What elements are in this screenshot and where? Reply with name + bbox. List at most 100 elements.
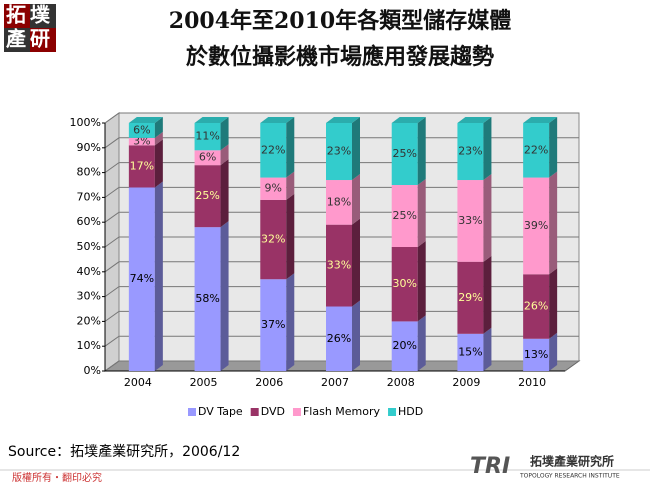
bar-segment <box>326 306 352 371</box>
logo-box <box>4 4 30 28</box>
bar-segment <box>523 274 550 339</box>
bar-side <box>417 315 426 371</box>
y-tick-label: 20% <box>77 314 101 327</box>
logo-text: 產研 <box>6 27 54 51</box>
y-tick-label: 30% <box>77 290 101 303</box>
bar-segment <box>260 123 287 178</box>
bar-side <box>286 273 295 371</box>
value-label: 23% <box>458 145 482 158</box>
y-tick-label: 100% <box>70 116 101 129</box>
bar-side <box>286 193 295 280</box>
bar-segment <box>523 177 550 275</box>
title: 於數位攝影機市場應用發展趨勢 <box>186 44 494 70</box>
y-tick-label: 60% <box>77 215 101 228</box>
value-label: 23% <box>327 145 351 158</box>
grid-line <box>104 112 579 124</box>
y-tick-label: 50% <box>77 240 101 253</box>
bar-top <box>523 117 558 123</box>
bar-side <box>549 268 558 339</box>
legend-label: HDD <box>398 405 423 418</box>
value-label: 29% <box>458 291 482 304</box>
bar-side <box>154 131 163 146</box>
bar-segment <box>194 150 221 166</box>
value-label: 33% <box>458 214 482 227</box>
bar-side <box>352 174 360 225</box>
bar-segment <box>391 123 418 185</box>
bar-side <box>549 171 558 275</box>
legend-label: DV Tape <box>198 405 243 418</box>
bar-side <box>417 241 426 322</box>
x-tick-label: 2010 <box>518 376 546 389</box>
bar-segment <box>326 224 352 307</box>
bar-side <box>286 171 295 200</box>
bar-segment <box>194 123 221 151</box>
bar-side <box>352 300 360 371</box>
bar-side <box>549 117 558 178</box>
bar-side <box>220 144 229 166</box>
legend-swatch <box>388 408 397 416</box>
x-tick-label: 2005 <box>190 376 218 389</box>
legend-label: DVD <box>261 405 285 418</box>
bar-side <box>154 181 163 371</box>
value-label: 15% <box>458 345 482 358</box>
bar-top <box>457 117 492 123</box>
bar-segment <box>194 165 221 228</box>
value-label: 11% <box>195 130 219 143</box>
logo-box <box>30 4 56 28</box>
bar-segment <box>391 247 418 322</box>
bar-top <box>326 117 360 123</box>
y-tick-label: 10% <box>77 339 101 352</box>
copyright: 版權所有・翻印必究 <box>12 471 102 484</box>
bar-segment <box>260 177 287 200</box>
value-label: 25% <box>392 209 416 222</box>
x-tick-label: 2008 <box>387 376 415 389</box>
value-label: 22% <box>524 143 548 156</box>
bar-segment <box>523 338 550 371</box>
bar-side <box>417 117 426 185</box>
title: 2004年至2010年各類型儲存媒體 <box>169 8 511 34</box>
value-label: 25% <box>195 189 219 202</box>
bar-segment <box>128 145 155 188</box>
value-label: 6% <box>199 151 216 164</box>
bar-top <box>391 117 426 123</box>
y-tick-label: 40% <box>77 265 101 278</box>
footer-logo-mark: TRI <box>470 454 510 479</box>
bar-segment <box>457 261 484 334</box>
logo-box <box>30 28 56 52</box>
bar-side <box>220 117 229 151</box>
value-label: 13% <box>524 348 548 361</box>
y-tick-label: 90% <box>77 141 101 154</box>
bar-side <box>352 117 360 181</box>
value-label: 9% <box>265 182 282 195</box>
bar-segment <box>457 123 484 181</box>
bar-segment <box>391 321 418 371</box>
footer-logo-en: TOPOLOGY RESEARCH INSTITUTE <box>519 473 620 480</box>
logo-text: 拓墣 <box>6 3 54 27</box>
y-tick-label: 0% <box>84 364 101 377</box>
bar-top <box>194 117 229 123</box>
value-label: 20% <box>392 339 416 352</box>
bar-segment <box>523 123 550 178</box>
x-tick-label: 2006 <box>255 376 283 389</box>
bar-side <box>286 117 295 178</box>
bar-top <box>260 117 295 123</box>
bar-side <box>483 255 492 334</box>
bar-side <box>220 159 229 228</box>
bar-segment <box>128 187 155 371</box>
value-label: 30% <box>392 277 416 290</box>
value-label: 25% <box>392 147 416 160</box>
bar-side <box>352 218 360 307</box>
bar-segment <box>260 199 287 280</box>
bar-segment <box>326 123 352 181</box>
source: Source：拓墣產業研究所，2006/12 <box>8 443 240 460</box>
chart: 0% 10% 20% 30% 40% 50% 60% 70% 80% 90% 100% 74% 17% 3… <box>70 112 581 418</box>
value-label: 6% <box>133 123 150 136</box>
value-label: 33% <box>327 259 351 272</box>
x-tick-label: 2007 <box>321 376 349 389</box>
y-tick-label: 70% <box>77 190 101 203</box>
footer-logo-name: 拓墣產業研究所 <box>530 454 614 469</box>
bar-side <box>483 327 492 371</box>
bar-segment <box>457 180 484 262</box>
legend-swatch <box>292 408 301 416</box>
